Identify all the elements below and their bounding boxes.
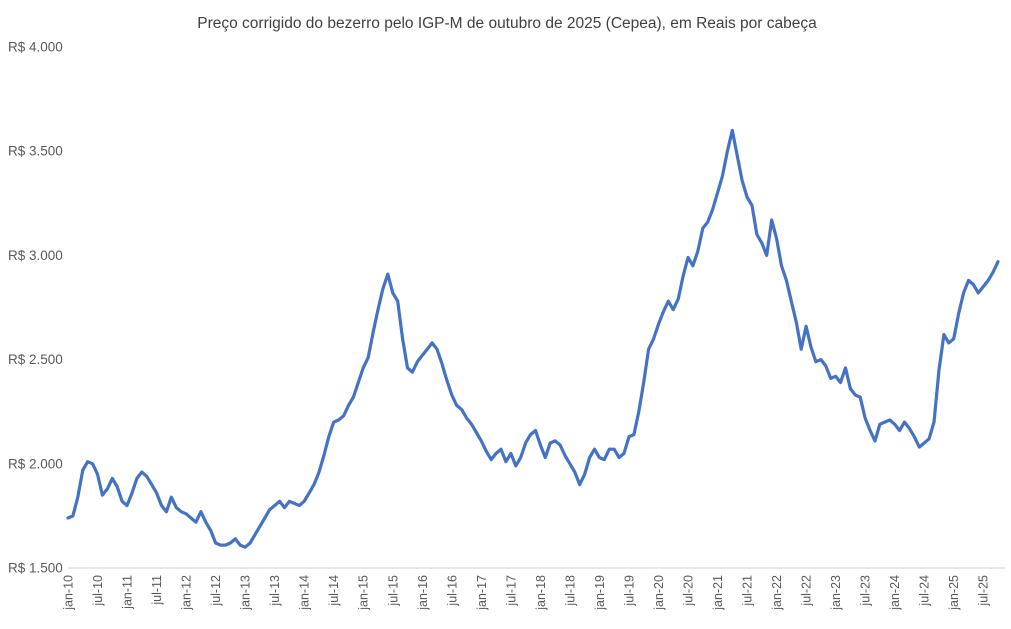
- x-tick-label: jul-21: [741, 575, 755, 607]
- x-tick-label: jul-20: [682, 575, 696, 607]
- x-tick-label: jan-12: [180, 575, 194, 611]
- x-tick-label: jan-24: [888, 575, 902, 611]
- chart-title: Preço corrigido do bezerro pelo IGP-M de…: [197, 15, 817, 32]
- x-tick-label: jul-13: [268, 575, 282, 607]
- x-tick-label: jan-22: [770, 575, 784, 611]
- x-tick-label: jul-14: [327, 575, 341, 607]
- x-tick-label: jul-11: [150, 575, 164, 606]
- x-tick-label: jan-14: [298, 575, 312, 611]
- x-tick-label: jul-23: [859, 575, 873, 607]
- y-tick-label: R$ 2.500: [8, 352, 63, 367]
- x-tick-label: jan-17: [475, 575, 489, 611]
- x-tick-label: jan-15: [357, 575, 371, 611]
- y-tick-label: R$ 4.000: [8, 40, 63, 55]
- x-tick-label: jan-20: [652, 575, 666, 611]
- x-tick-label: jul-25: [977, 575, 991, 607]
- price-series-line: [66, 128, 1000, 549]
- x-tick-label: jan-13: [239, 575, 253, 611]
- y-tick-label: R$ 1.500: [8, 561, 63, 576]
- x-tick-label: jul-24: [918, 575, 932, 607]
- x-tick-label: jul-22: [800, 575, 814, 607]
- x-tick-label: jul-15: [386, 575, 400, 607]
- x-tick-label: jul-19: [623, 575, 637, 607]
- y-tick-label: R$ 2.000: [8, 456, 63, 471]
- x-tick-label: jul-18: [563, 575, 577, 607]
- x-tick-label: jan-25: [947, 575, 961, 611]
- x-tick-label: jul-12: [209, 575, 223, 607]
- x-axis-labels: jan-10 jul-10 jan-11 jul-11 jan-12 jul-12 jan-…: [62, 575, 991, 611]
- x-tick-label: jan-16: [416, 575, 430, 611]
- x-tick-label: jan-21: [711, 575, 725, 611]
- x-tick-label: jul-16: [445, 575, 459, 607]
- x-tick-label: jul-17: [504, 575, 518, 607]
- y-axis-labels: R$ 4.000 R$ 3.500 R$ 3.000 R$ 2.500 R$ 2.000…: [8, 40, 63, 576]
- x-tick-label: jan-11: [121, 575, 135, 610]
- x-tick-label: jan-18: [534, 575, 548, 611]
- x-tick-label: jan-19: [593, 575, 607, 611]
- x-tick-label: jul-10: [91, 575, 105, 607]
- y-tick-label: R$ 3.000: [8, 248, 63, 263]
- x-tick-label: jan-23: [829, 575, 843, 611]
- y-tick-label: R$ 3.500: [8, 144, 63, 159]
- x-tick-label: jan-10: [62, 575, 76, 611]
